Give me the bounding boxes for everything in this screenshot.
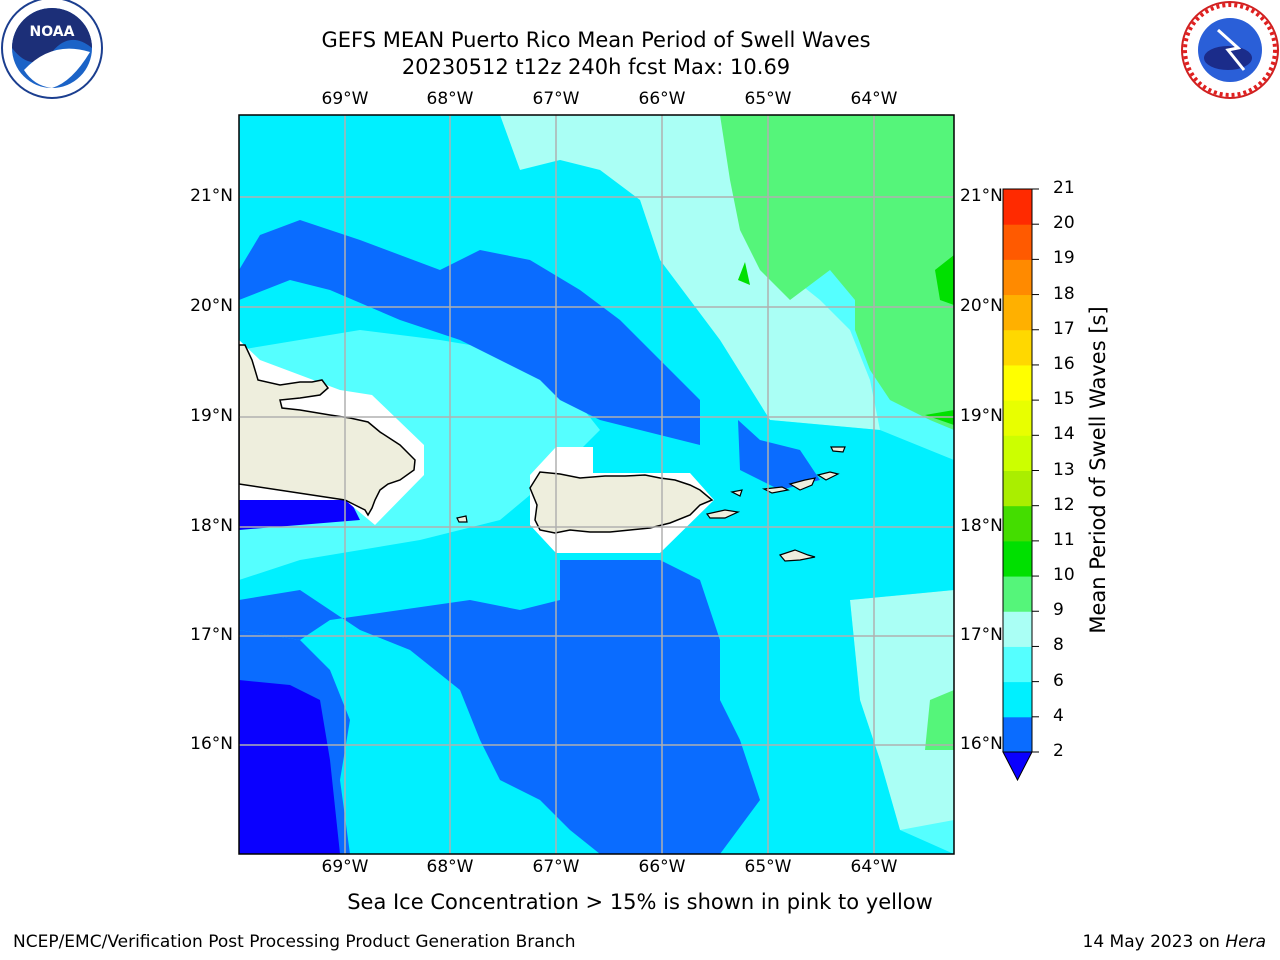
sea-ice-caption: Sea Ice Concentration > 15% is shown in … bbox=[347, 890, 933, 914]
lat-label-left: 20°N bbox=[190, 296, 233, 316]
colorbar-tick-label: 20 bbox=[1053, 213, 1075, 234]
chart-title: GEFS MEAN Puerto Rico Mean Period of Swe… bbox=[321, 28, 871, 52]
colorbar-tick-label: 21 bbox=[1053, 178, 1075, 198]
colorbar-segment bbox=[1003, 576, 1032, 612]
lat-label-right: 19°N bbox=[960, 406, 1003, 426]
map-frame bbox=[238, 114, 955, 855]
colorbar-underflow-arrow bbox=[1002, 751, 1033, 782]
colorbar-segment bbox=[1003, 400, 1032, 436]
colorbar-tick-label: 8 bbox=[1053, 635, 1064, 656]
noaa-logo: NOAA bbox=[1, 0, 103, 99]
colorbar-tick-label: 19 bbox=[1053, 248, 1075, 269]
lat-label-right: 16°N bbox=[960, 734, 1003, 754]
lat-label-right: 20°N bbox=[960, 296, 1003, 316]
lat-label-right: 17°N bbox=[960, 625, 1003, 645]
band-below-2-west bbox=[239, 500, 360, 530]
lat-label-right: 18°N bbox=[960, 516, 1003, 536]
colorbar-segment bbox=[1003, 189, 1032, 225]
lat-label-left: 16°N bbox=[190, 734, 233, 754]
lon-label-top: 69°W bbox=[321, 89, 369, 109]
footer-host: Hera bbox=[1225, 932, 1266, 952]
island-mona bbox=[456, 515, 468, 523]
island-st-croix bbox=[778, 549, 816, 562]
colorbar-segment bbox=[1003, 505, 1032, 542]
colorbar-tick-label: 15 bbox=[1053, 389, 1075, 410]
band-8-9-east bbox=[850, 590, 954, 830]
lon-label-bottom: 69°W bbox=[321, 857, 369, 877]
band-8-9-north bbox=[500, 115, 880, 430]
land-hispaniola bbox=[239, 344, 416, 517]
band-below-2-southwest bbox=[239, 680, 340, 854]
colorbar-tick-label: 4 bbox=[1053, 705, 1064, 726]
colorbar-tick-label: 18 bbox=[1053, 283, 1075, 304]
colorbar bbox=[1002, 188, 1039, 782]
lon-label-bottom: 68°W bbox=[426, 857, 474, 877]
island-vieques bbox=[705, 509, 741, 519]
lat-label-left: 21°N bbox=[190, 186, 233, 206]
colorbar-tick-label: 13 bbox=[1053, 459, 1075, 480]
colorbar-tick-label: 16 bbox=[1053, 353, 1075, 374]
lat-label-left: 19°N bbox=[190, 406, 233, 426]
colorbar-segment bbox=[1003, 716, 1032, 753]
swell-period-field bbox=[239, 115, 954, 854]
colorbar-segment bbox=[1003, 435, 1032, 471]
colorbar-tick-label: 14 bbox=[1053, 424, 1075, 445]
colorbar-segment bbox=[1003, 470, 1032, 507]
colorbar-segment bbox=[1003, 611, 1032, 647]
island-st-thomas bbox=[761, 486, 790, 494]
chart-subtitle: 20230512 t12z 240h fcst Max: 10.69 bbox=[401, 55, 791, 79]
band-2-4-north-arc bbox=[239, 220, 700, 445]
lat-label-right: 21°N bbox=[960, 186, 1003, 206]
colorbar-segment bbox=[1003, 294, 1032, 331]
colorbar-segment bbox=[1003, 540, 1032, 577]
colorbar-tick-label: 11 bbox=[1053, 529, 1075, 550]
colorbar-title: Mean Period of Swell Waves [s] bbox=[1086, 306, 1110, 634]
island-anegada bbox=[830, 446, 846, 453]
island-culebra bbox=[730, 489, 743, 497]
colorbar-tick-label: 10 bbox=[1053, 565, 1075, 586]
colorbar-segment bbox=[1003, 364, 1032, 401]
band-2-4-south bbox=[239, 560, 760, 854]
island-tortola bbox=[788, 477, 817, 491]
svg-text:NOAA: NOAA bbox=[30, 24, 75, 40]
colorbar-tick-label: 17 bbox=[1053, 318, 1075, 339]
colorbar-segment bbox=[1003, 224, 1032, 260]
graticule bbox=[239, 115, 954, 854]
colorbar-tick-label: 2 bbox=[1053, 741, 1064, 761]
island-virgin-gorda bbox=[816, 471, 840, 481]
lon-label-top: 64°W bbox=[850, 89, 898, 109]
lon-label-top: 66°W bbox=[638, 89, 686, 109]
band-10-11-patch bbox=[738, 262, 750, 285]
colorbar-tick-label: 12 bbox=[1053, 494, 1075, 515]
colorbar-tick-label: 9 bbox=[1053, 600, 1064, 621]
lon-label-top: 68°W bbox=[426, 89, 474, 109]
lon-label-bottom: 67°W bbox=[532, 857, 580, 877]
band-2-4-east-patch bbox=[738, 420, 820, 490]
land-puerto-rico bbox=[529, 471, 714, 534]
lon-label-top: 67°W bbox=[532, 89, 580, 109]
nws-logo bbox=[1181, 1, 1279, 99]
lat-label-left: 18°N bbox=[190, 516, 233, 536]
colorbar-segment bbox=[1003, 646, 1032, 683]
colorbar-segment bbox=[1003, 681, 1032, 718]
lat-label-left: 17°N bbox=[190, 625, 233, 645]
colorbar-segment bbox=[1003, 259, 1032, 296]
lon-label-bottom: 64°W bbox=[850, 857, 898, 877]
lon-label-top: 65°W bbox=[744, 89, 792, 109]
footer-date: 14 May 2023 on Hera bbox=[1082, 932, 1267, 952]
colorbar-segment bbox=[1003, 329, 1032, 366]
footer-credit: NCEP/EMC/Verification Post Processing Pr… bbox=[13, 932, 576, 952]
lon-label-bottom: 65°W bbox=[744, 857, 792, 877]
band-9-10-northeast bbox=[720, 115, 954, 430]
band-10-11-patch bbox=[935, 255, 954, 305]
band-9-10-east-patch bbox=[925, 690, 954, 750]
colorbar-tick-label: 6 bbox=[1053, 670, 1064, 691]
lon-label-bottom: 66°W bbox=[638, 857, 686, 877]
